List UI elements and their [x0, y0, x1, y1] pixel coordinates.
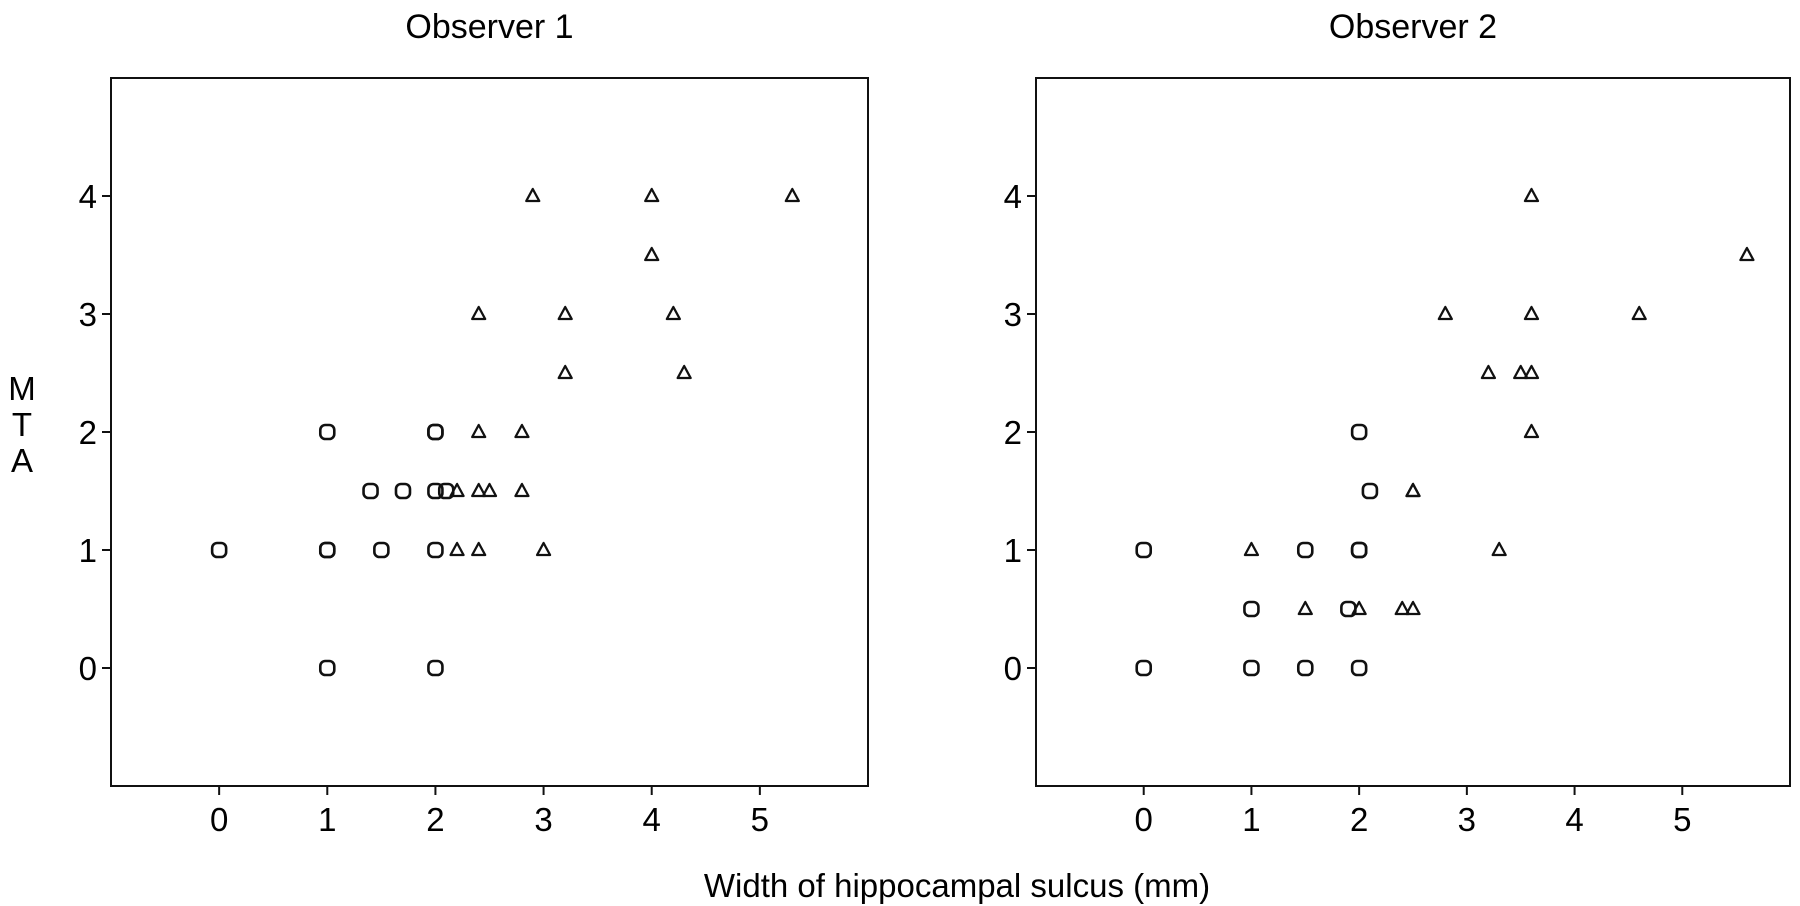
x-tick-label: 4 — [1565, 801, 1583, 838]
y-tick-label: 0 — [79, 650, 97, 687]
triangle-point — [1491, 541, 1507, 557]
triangle-point — [784, 187, 800, 203]
circle-point — [427, 423, 444, 441]
x-tick-label: 2 — [426, 801, 444, 838]
circle-point — [1135, 541, 1153, 559]
y-tick-label: 1 — [79, 532, 97, 569]
circle-point — [318, 541, 336, 559]
x-tick-label: 3 — [534, 801, 552, 838]
x-tick-label: 5 — [1673, 801, 1691, 838]
triangle-point — [1523, 187, 1540, 203]
y-tick-label: 4 — [79, 178, 97, 215]
triangle-point — [471, 482, 487, 498]
circle-point — [427, 541, 444, 559]
x-tick-label: 1 — [1242, 801, 1260, 838]
circle-point — [1135, 659, 1153, 677]
x-tick-label: 0 — [210, 801, 228, 838]
observer-2-panel: Observer 2 0 1 2 3 4 0 1 2 3 4 5 — [1004, 8, 1791, 838]
circle-point — [362, 482, 379, 500]
circle-point — [1350, 659, 1368, 677]
circle-point — [1350, 423, 1368, 441]
x-tick-label: 5 — [751, 801, 769, 838]
y-tick-label: 2 — [79, 414, 97, 451]
triangle-point — [1243, 541, 1260, 557]
triangle-point — [514, 423, 530, 439]
triangle-point — [557, 364, 573, 380]
x-tick-label: 0 — [1135, 801, 1153, 838]
plot-frame — [1035, 77, 1791, 787]
y-label-letter-t: T — [12, 406, 32, 443]
y-tick-label: 1 — [1004, 532, 1022, 569]
circle-point — [1361, 482, 1379, 500]
x-tick-label: 1 — [318, 801, 336, 838]
circle-point — [1350, 541, 1368, 559]
x-tick-label: 2 — [1350, 801, 1368, 838]
triangle-point — [1405, 482, 1421, 498]
triangle-point — [535, 541, 552, 557]
triangle-point — [644, 187, 660, 203]
y-tick-label: 2 — [1004, 414, 1022, 451]
triangle-point — [1394, 600, 1410, 616]
triangle-point — [676, 364, 692, 380]
plot-frame — [110, 77, 869, 787]
y-tick-label: 4 — [1004, 178, 1022, 215]
triangle-point — [1523, 305, 1540, 321]
chart-title: Observer 2 — [1329, 8, 1497, 46]
circle-point — [1296, 541, 1314, 559]
triangle-point — [557, 305, 573, 321]
circle-point — [318, 659, 336, 677]
triangle-point — [471, 541, 487, 557]
x-tick-label: 4 — [643, 801, 661, 838]
y-tick-label: 3 — [1004, 296, 1022, 333]
y-label-letter-a: A — [11, 442, 33, 479]
circle-point — [373, 541, 390, 559]
triangle-point — [1631, 305, 1647, 321]
triangle-point — [1480, 364, 1497, 380]
circle-point — [1243, 659, 1260, 677]
triangle-point — [1513, 364, 1529, 380]
triangle-point — [1405, 600, 1421, 616]
triangle-point — [449, 541, 465, 557]
triangle-point — [471, 305, 487, 321]
triangle-point — [449, 482, 465, 498]
circle-point — [1296, 659, 1314, 677]
chart-title: Observer 1 — [405, 8, 573, 46]
triangle-point — [1739, 246, 1755, 262]
x-tick-label: 3 — [1458, 801, 1476, 838]
triangle-point — [1297, 600, 1313, 616]
circle-point — [427, 659, 444, 677]
triangle-point — [481, 482, 498, 498]
triangle-point — [1523, 423, 1540, 439]
y-label-letter-m: M — [8, 370, 36, 407]
triangle-point — [1523, 364, 1540, 380]
triangle-point — [1437, 305, 1453, 321]
triangle-point — [471, 423, 487, 439]
y-axis-label: M T A — [8, 370, 36, 479]
circle-point — [394, 482, 412, 500]
triangle-point — [514, 482, 530, 498]
circle-point — [318, 423, 336, 441]
observer-1-panel: Observer 1 0 1 2 3 4 0 1 2 3 4 5 — [79, 8, 869, 838]
y-tick-label: 3 — [79, 296, 97, 333]
circle-point — [210, 541, 228, 559]
x-axis-label: Width of hippocampal sulcus (mm) — [704, 867, 1210, 904]
triangle-point — [665, 305, 681, 321]
circle-point — [1243, 600, 1260, 618]
triangle-point — [644, 246, 660, 262]
triangle-point — [1351, 600, 1367, 616]
y-tick-label: 0 — [1004, 650, 1022, 687]
circle-point — [427, 482, 444, 500]
triangle-point — [525, 187, 541, 203]
